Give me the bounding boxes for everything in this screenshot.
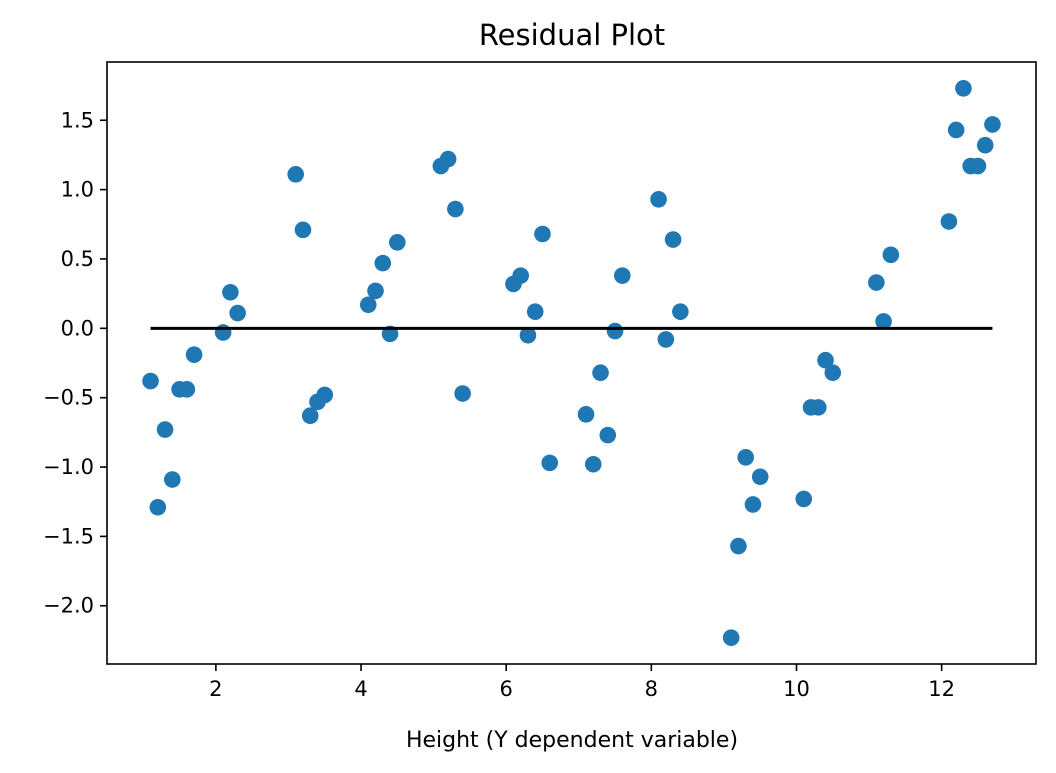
- data-point-42: [737, 449, 754, 466]
- data-point-23: [454, 385, 471, 402]
- data-point-7: [214, 324, 232, 341]
- data-point-26: [519, 326, 537, 344]
- points-layer: [142, 80, 1001, 646]
- data-point-14: [316, 386, 334, 404]
- data-point-12: [301, 407, 319, 425]
- data-point-3: [164, 471, 181, 488]
- data-point-36: [650, 191, 667, 208]
- data-point-21: [439, 150, 457, 168]
- x-tick-label-5: 12: [928, 677, 955, 701]
- data-point-51: [875, 313, 892, 330]
- data-point-40: [722, 629, 740, 646]
- data-point-55: [955, 80, 972, 97]
- x-tick-label-1: 4: [354, 677, 367, 701]
- y-tick-label-1: −1.5: [43, 524, 94, 548]
- axes-layer: 2 4 6 8 10 12 −2.0 −1.5 −1.0 −0.5 0.0 0.5 1.0 1.5: [43, 108, 955, 701]
- chart-title: Residual Plot: [479, 18, 665, 52]
- data-point-43: [744, 496, 762, 513]
- data-point-10: [287, 166, 305, 183]
- data-point-34: [606, 322, 624, 340]
- data-point-52: [882, 246, 900, 264]
- y-tick-label-3: −0.5: [43, 386, 94, 410]
- data-point-57: [969, 157, 987, 175]
- y-tick-label-2: −1.0: [43, 455, 94, 479]
- data-point-32: [592, 364, 609, 382]
- y-tick-label-0: −2.0: [43, 594, 94, 618]
- x-tick-label-3: 8: [645, 677, 658, 701]
- data-point-47: [809, 399, 827, 416]
- data-point-53: [940, 213, 958, 230]
- data-point-37: [657, 331, 675, 348]
- y-tick-label-4: 0.0: [61, 316, 94, 340]
- data-point-41: [730, 537, 747, 555]
- data-point-5: [178, 381, 196, 398]
- data-point-17: [374, 254, 392, 272]
- data-point-29: [541, 454, 559, 472]
- data-point-9: [229, 304, 246, 322]
- data-point-35: [614, 267, 631, 284]
- y-tick-label-6: 1.0: [61, 178, 94, 202]
- x-tick-label-4: 10: [783, 677, 810, 701]
- data-point-19: [389, 234, 406, 251]
- x-axis-label: Height (Y dependent variable): [406, 728, 738, 753]
- data-point-11: [294, 221, 312, 239]
- data-point-58: [976, 136, 994, 154]
- data-point-28: [534, 225, 551, 243]
- data-point-50: [868, 274, 885, 291]
- data-point-45: [795, 490, 813, 508]
- data-point-49: [824, 364, 842, 382]
- data-point-31: [584, 455, 602, 473]
- data-point-44: [751, 468, 769, 486]
- data-point-54: [947, 121, 965, 139]
- data-point-48: [817, 351, 834, 369]
- data-point-8: [222, 283, 239, 301]
- data-point-15: [359, 296, 377, 314]
- y-tick-label-5: 0.5: [61, 247, 94, 271]
- data-point-1: [149, 498, 167, 516]
- x-tick-label-2: 6: [499, 677, 512, 701]
- data-point-39: [672, 303, 689, 320]
- data-point-38: [664, 231, 682, 248]
- data-point-25: [512, 267, 529, 284]
- x-tick-label-0: 2: [209, 677, 222, 701]
- data-point-59: [984, 116, 1001, 133]
- data-point-33: [599, 426, 617, 444]
- y-tick-label-7: 1.5: [61, 108, 94, 132]
- data-point-0: [142, 372, 159, 390]
- data-point-27: [526, 303, 544, 320]
- data-point-2: [156, 421, 174, 438]
- plot-frame: [106, 61, 1037, 665]
- data-point-30: [577, 406, 595, 423]
- data-point-16: [367, 282, 384, 300]
- data-point-6: [185, 346, 203, 363]
- data-point-22: [447, 200, 464, 218]
